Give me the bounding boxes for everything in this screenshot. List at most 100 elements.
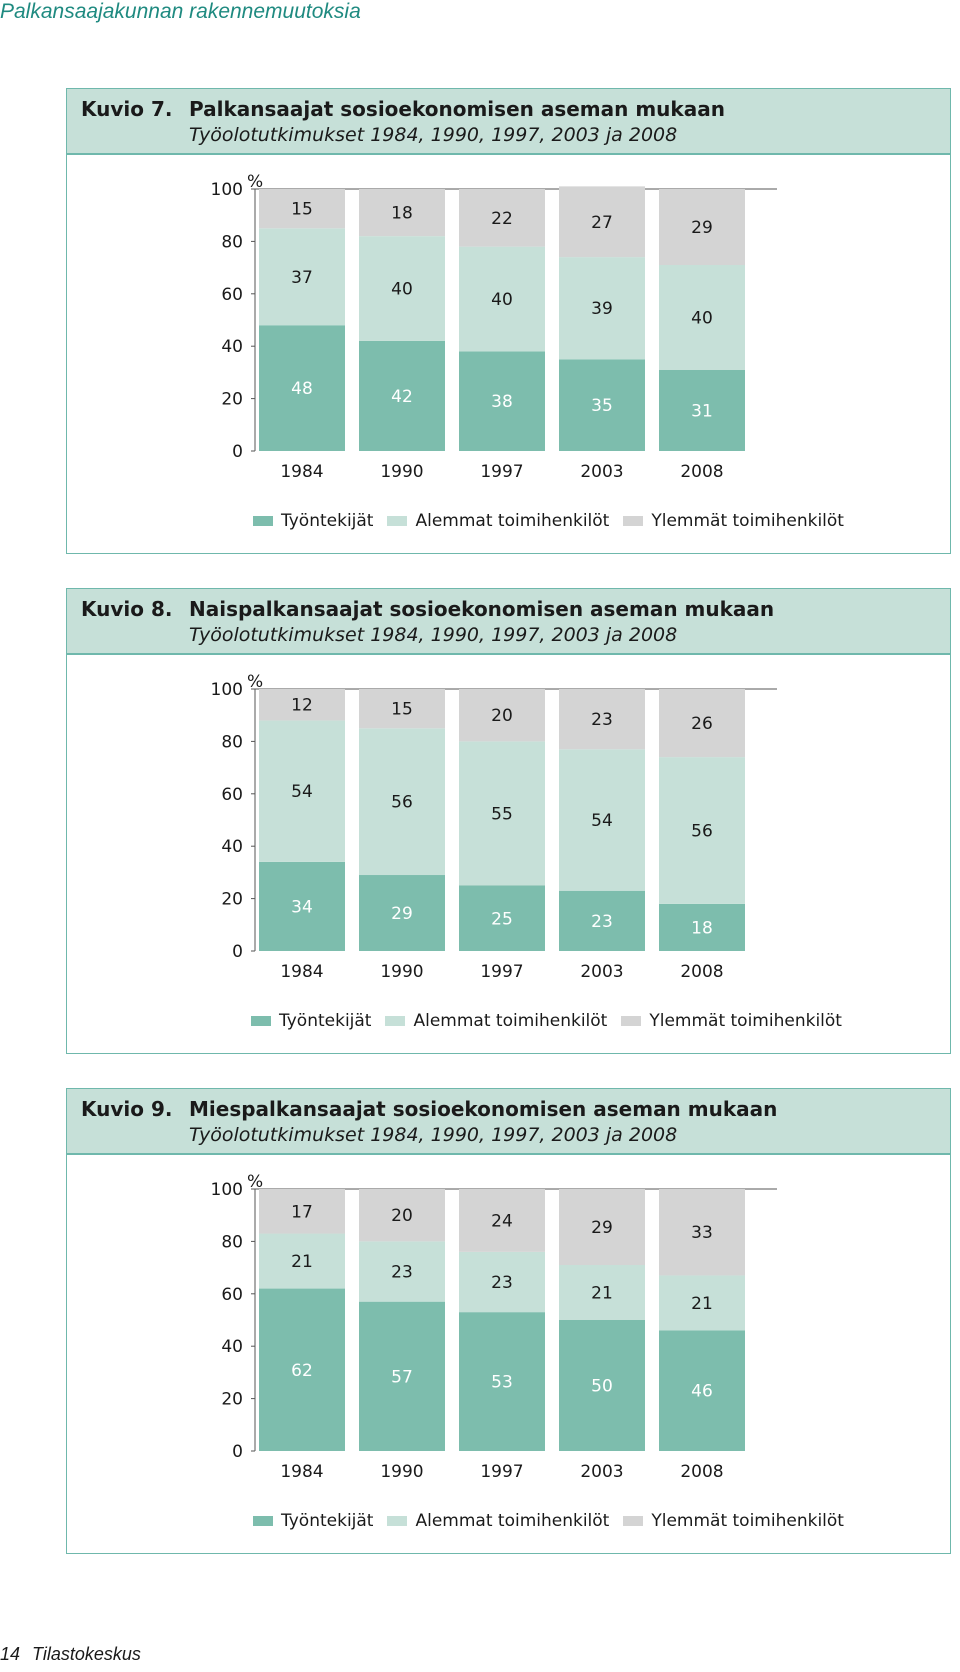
bar-segment-ylemmat [259, 1189, 345, 1234]
legend-swatch [387, 516, 408, 526]
x-tick-label: 2008 [680, 962, 723, 982]
bar-segment-tyontekijat [459, 1312, 545, 1451]
stacked-bar-chart: 0 20 40 60 80 100 % 1984 1990 1997 2003 2008 48 37 15 4… [211, 172, 777, 482]
data-label: 23 [591, 912, 613, 932]
legend-item-tyontekijat: Työntekijät [251, 1011, 371, 1031]
bar-segment-ylemmat [559, 1189, 645, 1265]
data-label: 18 [691, 918, 713, 938]
bar-segment-ylemmat [459, 1189, 545, 1252]
y-tick-label: 0 [232, 1442, 243, 1462]
data-label: 20 [491, 706, 513, 726]
data-label: 38 [491, 392, 513, 412]
page-footer: 14 Tilastokeskus [0, 1644, 141, 1665]
legend-swatch [623, 1516, 644, 1526]
x-tick-label: 2008 [680, 462, 723, 482]
legend-label: Ylemmät toimihenkilöt [651, 511, 844, 531]
bar-segment-ylemmat [359, 689, 445, 729]
data-label: 56 [691, 821, 713, 841]
legend-label: Ylemmät toimihenkilöt [651, 1511, 844, 1531]
data-label: 54 [291, 782, 313, 802]
data-label: 22 [491, 209, 513, 229]
bar-segment-tyontekijat [559, 1320, 645, 1451]
bar-segment-alemmat [559, 749, 645, 891]
figure-header: Kuvio 9. Miespalkansaajat sosioekonomise… [67, 1089, 950, 1155]
figure-number: Kuvio 7. [81, 97, 173, 121]
bar-segment-ylemmat [559, 186, 645, 258]
y-tick-label: 100 [211, 180, 243, 200]
legend-swatch [253, 1516, 273, 1526]
y-tick-label: 100 [211, 680, 243, 700]
data-label: 56 [391, 793, 413, 813]
legend-item-alemmat: Alemmat toimihenkilöt [387, 511, 609, 531]
legend-swatch [253, 516, 273, 526]
bar-segment-ylemmat [559, 689, 645, 750]
y-tick-label: 80 [221, 232, 243, 252]
legend-item-ylemmat: Ylemmät toimihenkilöt [623, 511, 844, 531]
figure-8: Kuvio 8. Naispalkansaajat sosioekonomise… [66, 588, 951, 1054]
data-label: 50 [591, 1377, 613, 1397]
bar-segment-alemmat [459, 1251, 545, 1313]
running-head: Palkansaajakunnan rakennemuutoksia [0, 0, 361, 23]
x-tick-label: 1997 [480, 462, 523, 482]
x-tick-label: 1997 [480, 962, 523, 982]
data-label: 29 [691, 218, 713, 238]
legend-item-ylemmat: Ylemmät toimihenkilöt [623, 1511, 844, 1531]
data-label: 34 [291, 897, 313, 917]
figure-header: Kuvio 7. Palkansaajat sosioekonomisen as… [67, 89, 950, 155]
figure-title: Miespalkansaajat sosioekonomisen aseman … [189, 1097, 778, 1121]
bar-segment-tyontekijat [659, 369, 745, 451]
data-label: 23 [391, 1263, 413, 1283]
data-label: 37 [291, 268, 313, 288]
bar-segment-tyontekijat [459, 351, 545, 451]
bar-segment-tyontekijat [359, 875, 445, 951]
bar-segment-tyontekijat [659, 903, 745, 951]
bar-segment-ylemmat [459, 189, 545, 247]
figure-header: Kuvio 8. Naispalkansaajat sosioekonomise… [67, 589, 950, 655]
legend-label: Työntekijät [281, 1511, 374, 1531]
y-tick-label: 60 [221, 1285, 243, 1305]
legend-item-ylemmat: Ylemmät toimihenkilöt [621, 1011, 842, 1031]
legend-label: Alemmat toimihenkilöt [413, 1011, 608, 1031]
x-tick-label: 1984 [280, 962, 323, 982]
bar-segment-ylemmat [259, 689, 345, 721]
data-label: 24 [491, 1211, 513, 1231]
data-label: 57 [391, 1367, 413, 1387]
data-label: 40 [391, 280, 413, 300]
bar-segment-alemmat [359, 236, 445, 341]
x-tick-label: 1990 [380, 962, 423, 982]
legend-label: Ylemmät toimihenkilöt [649, 1011, 842, 1031]
bar-segment-alemmat [259, 720, 345, 862]
bar-segment-alemmat [359, 728, 445, 876]
bar-segment-ylemmat [359, 1189, 445, 1242]
y-axis-unit: % [247, 172, 263, 192]
data-label: 54 [591, 811, 613, 831]
bar-segment-ylemmat [359, 189, 445, 237]
legend-item-alemmat: Alemmat toimihenkilöt [387, 1511, 609, 1531]
bar-segment-alemmat [659, 757, 745, 904]
x-tick-label: 2003 [580, 1462, 623, 1482]
data-label: 42 [391, 387, 413, 407]
y-axis-unit: % [247, 672, 263, 692]
bar-segment-tyontekijat [359, 340, 445, 451]
bar-segment-alemmat [559, 1264, 645, 1320]
bar-segment-alemmat [459, 741, 545, 886]
y-tick-label: 20 [221, 390, 243, 410]
y-tick-label: 40 [221, 837, 243, 857]
y-tick-label: 60 [221, 785, 243, 805]
data-label: 23 [491, 1273, 513, 1293]
figure-number: Kuvio 8. [81, 597, 173, 621]
figure-subtitle: Työolotutkimukset 1984, 1990, 1997, 2003… [189, 1124, 678, 1146]
data-label: 20 [391, 1206, 413, 1226]
data-label: 62 [291, 1361, 313, 1381]
data-label: 29 [591, 1218, 613, 1238]
stacked-bar-chart: 0 20 40 60 80 100 % 1984 1990 1997 2003 2008 62 21 17 5… [211, 1172, 777, 1482]
bar-segment-alemmat [259, 228, 345, 326]
x-tick-label: 1997 [480, 1462, 523, 1482]
bar-segment-alemmat [659, 1275, 745, 1331]
data-label: 31 [691, 401, 713, 421]
bar-segment-tyontekijat [559, 359, 645, 451]
publisher-name: Tilastokeskus [32, 1644, 141, 1664]
legend-label: Alemmat toimihenkilöt [415, 1511, 610, 1531]
legend: Työntekijät Alemmat toimihenkilöt Ylemmä… [251, 1011, 856, 1031]
x-tick-label: 1990 [380, 1462, 423, 1482]
